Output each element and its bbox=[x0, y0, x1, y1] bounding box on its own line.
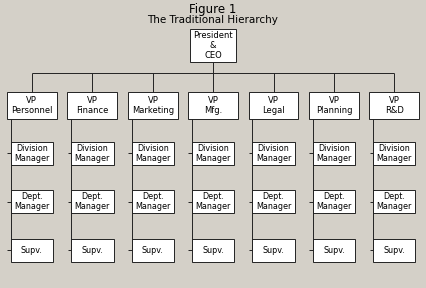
Text: Supv.: Supv. bbox=[323, 246, 345, 255]
Text: Dept.
Manager: Dept. Manager bbox=[256, 192, 291, 211]
FancyBboxPatch shape bbox=[252, 239, 295, 262]
FancyBboxPatch shape bbox=[190, 29, 236, 62]
Text: VP
Legal: VP Legal bbox=[262, 96, 285, 115]
FancyBboxPatch shape bbox=[132, 239, 174, 262]
Text: VP
Marketing: VP Marketing bbox=[132, 96, 174, 115]
FancyBboxPatch shape bbox=[11, 239, 53, 262]
Text: Supv.: Supv. bbox=[202, 246, 224, 255]
FancyBboxPatch shape bbox=[373, 142, 415, 164]
FancyBboxPatch shape bbox=[313, 190, 355, 213]
Text: Dept.
Manager: Dept. Manager bbox=[14, 192, 49, 211]
FancyBboxPatch shape bbox=[192, 239, 234, 262]
FancyBboxPatch shape bbox=[252, 190, 295, 213]
FancyBboxPatch shape bbox=[132, 190, 174, 213]
Text: The Traditional Hierarchy: The Traditional Hierarchy bbox=[147, 15, 279, 25]
FancyBboxPatch shape bbox=[313, 239, 355, 262]
FancyBboxPatch shape bbox=[192, 190, 234, 213]
Text: Figure 1: Figure 1 bbox=[189, 3, 237, 16]
Text: Supv.: Supv. bbox=[21, 246, 43, 255]
Text: Dept.
Manager: Dept. Manager bbox=[195, 192, 231, 211]
Text: Supv.: Supv. bbox=[81, 246, 104, 255]
Text: Dept.
Manager: Dept. Manager bbox=[75, 192, 110, 211]
FancyBboxPatch shape bbox=[128, 92, 178, 119]
FancyBboxPatch shape bbox=[71, 239, 114, 262]
Text: President
&
CEO: President & CEO bbox=[193, 31, 233, 60]
FancyBboxPatch shape bbox=[132, 142, 174, 164]
Text: VP
Personnel: VP Personnel bbox=[11, 96, 52, 115]
FancyBboxPatch shape bbox=[192, 142, 234, 164]
FancyBboxPatch shape bbox=[313, 142, 355, 164]
FancyBboxPatch shape bbox=[252, 142, 295, 164]
Text: VP
Planning: VP Planning bbox=[316, 96, 352, 115]
FancyBboxPatch shape bbox=[7, 92, 57, 119]
Text: Division
Manager: Division Manager bbox=[14, 144, 49, 163]
Text: Dept.
Manager: Dept. Manager bbox=[377, 192, 412, 211]
FancyBboxPatch shape bbox=[309, 92, 359, 119]
Text: VP
Mfg.: VP Mfg. bbox=[204, 96, 222, 115]
FancyBboxPatch shape bbox=[248, 92, 299, 119]
FancyBboxPatch shape bbox=[373, 239, 415, 262]
Text: Dept.
Manager: Dept. Manager bbox=[135, 192, 170, 211]
Text: Supv.: Supv. bbox=[262, 246, 285, 255]
Text: Division
Manager: Division Manager bbox=[317, 144, 352, 163]
FancyBboxPatch shape bbox=[71, 190, 114, 213]
Text: Division
Manager: Division Manager bbox=[135, 144, 170, 163]
FancyBboxPatch shape bbox=[11, 190, 53, 213]
Text: Supv.: Supv. bbox=[142, 246, 164, 255]
Text: VP
Finance: VP Finance bbox=[76, 96, 109, 115]
FancyBboxPatch shape bbox=[71, 142, 114, 164]
FancyBboxPatch shape bbox=[373, 190, 415, 213]
Text: Division
Manager: Division Manager bbox=[75, 144, 110, 163]
Text: Division
Manager: Division Manager bbox=[256, 144, 291, 163]
Text: Dept.
Manager: Dept. Manager bbox=[317, 192, 352, 211]
Text: Division
Manager: Division Manager bbox=[195, 144, 231, 163]
FancyBboxPatch shape bbox=[67, 92, 117, 119]
FancyBboxPatch shape bbox=[369, 92, 419, 119]
Text: Division
Manager: Division Manager bbox=[377, 144, 412, 163]
Text: VP
R&D: VP R&D bbox=[385, 96, 403, 115]
FancyBboxPatch shape bbox=[11, 142, 53, 164]
FancyBboxPatch shape bbox=[188, 92, 238, 119]
Text: Supv.: Supv. bbox=[383, 246, 405, 255]
